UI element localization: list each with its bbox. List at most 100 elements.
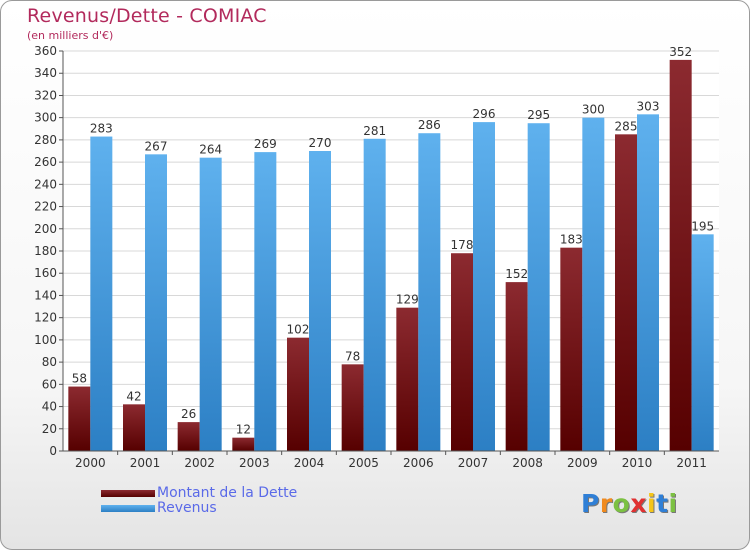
- logo-letter: x: [630, 489, 647, 518]
- y-tick-label: 60: [42, 377, 57, 391]
- logo-letter: i: [647, 489, 657, 518]
- bar-debt: [123, 404, 145, 451]
- x-tick-label: 2006: [403, 456, 434, 470]
- legend-item-revenus: Revenus: [101, 501, 297, 516]
- bar-debt: [451, 253, 473, 451]
- y-tick-label: 240: [34, 177, 57, 191]
- y-tick-label: 340: [34, 66, 57, 80]
- data-label-revenus: 286: [418, 118, 441, 132]
- grid-lines: [63, 50, 719, 452]
- data-label-debt: 26: [181, 407, 196, 421]
- bar-revenus: [145, 154, 167, 452]
- bar-debt: [560, 247, 583, 451]
- bar-revenus: [254, 152, 277, 451]
- y-tick-label: 20: [42, 422, 57, 436]
- y-tick-label: 260: [34, 155, 57, 169]
- y-tick-label: 300: [34, 111, 57, 125]
- legend-label-debt: Montant de la Dette: [157, 485, 298, 501]
- data-label-debt: 42: [126, 389, 141, 403]
- legend: Montant de la Dette Revenus: [101, 486, 297, 516]
- proxiti-logo: Proxiti: [581, 489, 678, 518]
- y-tick-label: 220: [34, 200, 57, 214]
- data-label-debt: 352: [669, 45, 692, 59]
- x-tick-label: 2011: [676, 456, 707, 470]
- y-tick-label: 40: [42, 400, 57, 414]
- legend-swatch-debt: [101, 490, 155, 497]
- y-tick-label: 360: [34, 44, 57, 58]
- y-tick-label: 280: [34, 133, 57, 147]
- y-tick-label: 100: [34, 333, 57, 347]
- data-label-debt: 12: [236, 423, 251, 437]
- data-label-debt: 102: [287, 323, 310, 337]
- axes: 0 20 40 60 80 100 120 140 160 180 200 220 240 260 280 3…: [34, 44, 719, 470]
- logo-letter: t: [656, 489, 669, 518]
- bar-revenus: [363, 138, 386, 451]
- bar-revenus: [309, 151, 331, 451]
- bar-debt: [396, 307, 419, 451]
- bar-revenus: [637, 114, 659, 451]
- data-label-debt: 152: [505, 267, 528, 281]
- x-tick-label: 2008: [512, 456, 543, 470]
- x-tick-label: 2000: [75, 456, 106, 470]
- data-label-debt: 285: [615, 119, 638, 133]
- chart-subtitle: (en milliers d'€): [27, 29, 114, 42]
- y-tick-label: 180: [34, 244, 57, 258]
- bar-debt: [232, 437, 255, 451]
- bar-revenus: [582, 117, 605, 452]
- data-label-debt: 58: [72, 372, 87, 386]
- legend-swatch-revenus: [101, 505, 155, 512]
- logo-letter: o: [612, 489, 631, 518]
- x-tick-label: 2001: [130, 456, 161, 470]
- legend-item-debt: Montant de la Dette: [101, 486, 297, 501]
- bar-debt: [615, 134, 637, 452]
- legend-label-revenus: Revenus: [157, 500, 217, 516]
- bar-debt: [287, 337, 309, 451]
- logo-letter: P: [581, 489, 600, 518]
- bar-debt: [68, 386, 91, 451]
- data-label-debt: 178: [451, 238, 474, 252]
- data-label-revenus: 267: [145, 139, 168, 153]
- data-label-revenus: 296: [473, 107, 496, 121]
- chart-title: Revenus/Dette - COMIAC: [27, 5, 267, 27]
- x-tick-label: 2004: [294, 456, 325, 470]
- data-label-revenus: 264: [199, 143, 222, 157]
- data-label-revenus: 195: [691, 219, 714, 233]
- x-tick-label: 2002: [184, 456, 215, 470]
- logo-letter: i: [668, 489, 678, 518]
- data-label-debt: 183: [560, 233, 583, 247]
- x-tick-label: 2007: [458, 456, 489, 470]
- logo-letter: r: [599, 489, 613, 518]
- bar-revenus: [418, 133, 441, 451]
- bar-debt: [177, 422, 200, 451]
- data-label-revenus: 281: [363, 124, 386, 138]
- y-tick-label: 160: [34, 266, 57, 280]
- data-label-revenus: 295: [527, 108, 550, 122]
- x-tick-label: 2003: [239, 456, 270, 470]
- bars: 58 283 42 267 26 264 12 269 102 270 78 281 129 286 178…: [68, 45, 714, 452]
- data-label-revenus: 269: [254, 137, 277, 151]
- y-tick-label: 120: [34, 311, 57, 325]
- x-tick-label: 2009: [567, 456, 598, 470]
- bar-revenus: [691, 234, 714, 451]
- data-label-revenus: 270: [309, 136, 332, 150]
- bar-debt: [669, 59, 692, 452]
- y-tick-label: 80: [42, 355, 57, 369]
- bar-debt: [505, 282, 528, 451]
- x-tick-label: 2005: [348, 456, 379, 470]
- data-label-debt: 78: [345, 349, 360, 363]
- data-label-debt: 129: [396, 293, 419, 307]
- x-tick-label: 2010: [622, 456, 653, 470]
- bar-revenus: [90, 136, 113, 452]
- data-label-revenus: 283: [90, 122, 113, 136]
- bar-debt: [341, 364, 364, 451]
- y-tick-label: 200: [34, 222, 57, 236]
- y-tick-label: 140: [34, 288, 57, 302]
- y-tick-label: 0: [49, 444, 57, 458]
- y-tick-label: 320: [34, 88, 57, 102]
- bar-revenus: [199, 157, 222, 451]
- data-label-revenus: 300: [582, 103, 605, 117]
- data-label-revenus: 303: [637, 99, 660, 113]
- bar-revenus: [527, 123, 550, 451]
